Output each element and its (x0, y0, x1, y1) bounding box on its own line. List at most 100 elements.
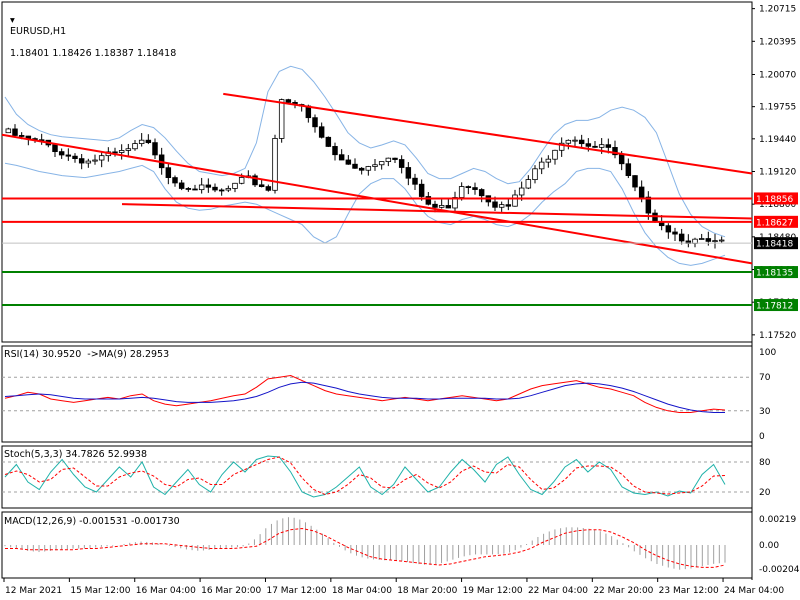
macd-signal-line (5, 527, 726, 568)
rsi-ma-line (4, 381, 725, 413)
candle-body (492, 201, 498, 208)
stoch-tick-label: 80 (759, 458, 771, 468)
rsi-tick-label: 70 (759, 373, 771, 383)
price-tick-label: 1.20070 (759, 70, 796, 80)
stoch-signal-line (4, 456, 726, 496)
candle-body (465, 186, 472, 189)
candle-body (638, 186, 645, 198)
candle-body (72, 155, 78, 160)
candle-body (498, 204, 505, 208)
candle-body (285, 99, 292, 103)
candle-body (445, 205, 452, 209)
stoch-tick-label: 20 (759, 488, 771, 498)
resistance-price-tag (754, 215, 798, 228)
support-price-tag (754, 266, 798, 279)
resistance-price-tag-label: 1.18856 (756, 195, 793, 205)
time-tick-label: 22 Mar 04:00 (528, 586, 588, 596)
candle-body (238, 177, 245, 184)
candle-body (192, 188, 198, 191)
channel-trendline (121, 203, 753, 220)
candle-body (712, 240, 718, 243)
symbol-label: EURUSD,H1 (10, 26, 67, 37)
time-tick-label: 12 Mar 2021 (5, 586, 62, 596)
collapse-triangle-icon[interactable]: ▾ (10, 15, 15, 26)
candle-body (545, 158, 552, 163)
candle-body (605, 144, 612, 148)
price-tick-label: 1.18800 (759, 200, 796, 210)
main-header: ▾ EURUSD,H1 1.18401 1.18426 1.18387 1.18… (4, 4, 176, 59)
candle-body (225, 188, 232, 191)
candle-body (632, 175, 638, 188)
time-tick-label: 19 Mar 12:00 (463, 586, 523, 596)
support-price-tag (754, 299, 798, 312)
rsi-tick-label: 30 (759, 407, 771, 417)
candle-body (645, 196, 652, 214)
time-tick-label: 23 Mar 12:00 (659, 586, 719, 596)
candles-group (5, 98, 725, 249)
candle-body (398, 159, 405, 168)
candle-body (172, 177, 178, 184)
candle-body (85, 160, 92, 164)
candle-body (312, 117, 318, 128)
current-price-tag (754, 237, 798, 250)
candle-body (118, 150, 125, 153)
stoch-main-line (4, 455, 726, 498)
candle-body (252, 175, 258, 186)
candle-body (92, 159, 98, 162)
candle-body (145, 139, 152, 144)
candle-body (625, 163, 632, 176)
candle-body (678, 233, 685, 242)
candle-body (705, 238, 712, 242)
candle-body (112, 151, 118, 154)
price-tick-label: 1.19440 (759, 135, 796, 145)
candle-body (392, 157, 398, 160)
macd-header: MACD(12,26,9) -0.001531 -0.001730 (4, 516, 180, 527)
candle-body (432, 203, 438, 208)
stoch-header: Stoch(5,3,3) 34.7826 52.9938 (4, 449, 148, 460)
price-tick-label: 1.19120 (759, 167, 796, 177)
macd-tick-label: 0.00219 (759, 515, 796, 525)
candle-body (565, 139, 572, 144)
candle-body (78, 158, 85, 164)
candle-body (558, 142, 565, 151)
candle-body (12, 128, 18, 136)
candle-body (618, 154, 625, 165)
candle-body (65, 154, 72, 157)
candle-body (352, 163, 358, 169)
candle-body (512, 194, 518, 207)
channel-trendline (223, 92, 753, 175)
candle-body (472, 187, 478, 190)
time-tick-label: 16 Mar 04:00 (136, 586, 196, 596)
rsi-tick-label: 0 (759, 432, 765, 442)
candle-body (325, 136, 332, 147)
candle-body (458, 186, 465, 198)
candle-body (418, 183, 425, 197)
candle-body (212, 186, 218, 191)
candle-body (178, 182, 185, 189)
candle-body (338, 154, 345, 161)
candle-body (232, 182, 238, 189)
support-price-tag-label: 1.18135 (756, 269, 793, 279)
rsi-tick-label: 100 (759, 348, 776, 358)
candle-body (672, 231, 678, 235)
bollinger-upper-line (4, 65, 726, 238)
candle-body (98, 155, 105, 161)
candle-body (405, 167, 412, 179)
candle-body (218, 189, 225, 192)
time-tick-label: 15 Mar 12:00 (70, 586, 130, 596)
candle-body (578, 139, 585, 145)
candle-body (205, 184, 212, 188)
resistance-price-tag (754, 192, 798, 205)
candle-body (165, 167, 172, 179)
candle-body (505, 204, 512, 207)
candle-body (718, 239, 725, 242)
price-tick-label: 1.17520 (759, 331, 796, 341)
candle-body (538, 161, 545, 170)
candle-body (592, 145, 598, 148)
candle-body (152, 142, 158, 156)
candle-body (272, 138, 278, 191)
candle-body (598, 144, 605, 148)
candle-body (18, 135, 25, 137)
candle-body (332, 146, 338, 156)
